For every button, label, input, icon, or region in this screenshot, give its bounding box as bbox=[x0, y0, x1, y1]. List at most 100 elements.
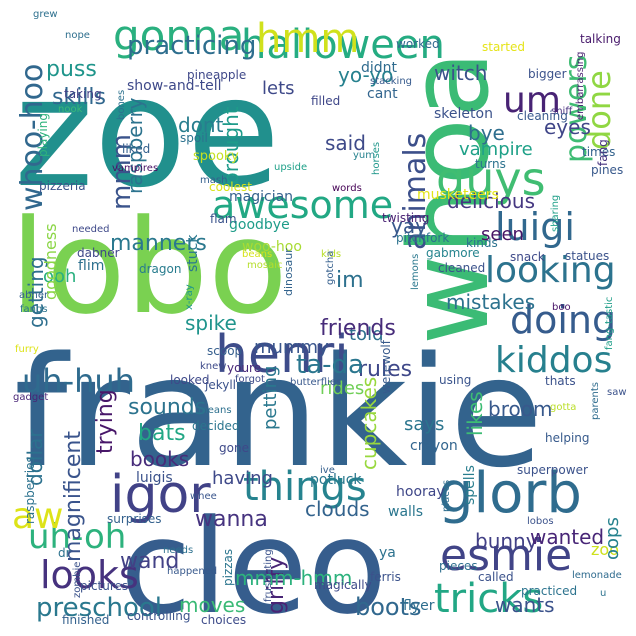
word-helping: helping bbox=[545, 431, 590, 445]
word-mmm: mmm bbox=[107, 134, 137, 210]
word-forgot: forgot bbox=[235, 374, 265, 385]
word-said: said bbox=[325, 131, 366, 155]
word-friends: friends bbox=[320, 316, 396, 341]
word-werewolf: werewolf bbox=[379, 339, 393, 394]
word-didnt: didnt bbox=[361, 60, 398, 76]
word-magician: magician bbox=[229, 189, 293, 205]
word-ooh: ooh bbox=[43, 266, 76, 287]
word-filled: filled bbox=[311, 94, 340, 108]
word-oops: oops bbox=[602, 517, 623, 560]
word-bye: bye bbox=[468, 121, 505, 145]
word-im: im bbox=[336, 268, 364, 293]
word-magically: magically bbox=[314, 578, 372, 592]
word-yo-yo: yo-yo bbox=[338, 63, 393, 87]
word-raspberry: raspberry bbox=[123, 97, 147, 194]
word-youre: youre bbox=[227, 361, 261, 375]
word-yay: yay bbox=[391, 214, 427, 238]
word-sounds: sounds bbox=[128, 395, 206, 420]
word-gone: gone bbox=[219, 441, 249, 455]
word-goodbye: goodbye bbox=[229, 217, 290, 233]
word-lemons: lemons bbox=[410, 254, 421, 290]
word-woo-hoo: woo-hoo bbox=[242, 239, 302, 255]
word-fangs: fangs bbox=[20, 304, 48, 315]
word-mash: mash bbox=[200, 175, 227, 186]
word-gadget: gadget bbox=[13, 392, 48, 403]
word-yum: yum bbox=[353, 150, 375, 161]
word-raspberries: raspberries bbox=[23, 456, 37, 524]
word-dont: dont bbox=[178, 113, 224, 137]
word-told: told bbox=[349, 324, 384, 345]
word-likes: likes bbox=[463, 391, 487, 436]
word-puss: puss bbox=[46, 57, 97, 82]
word-ive: ive bbox=[320, 465, 335, 476]
word-parents: parents bbox=[590, 382, 601, 420]
word-ta-da: ta-da bbox=[296, 350, 364, 380]
word-hmm: hmm bbox=[256, 16, 359, 62]
word-pizzas: pizzas bbox=[221, 549, 235, 586]
word-times: times bbox=[582, 145, 615, 159]
word-halloween: halloween bbox=[241, 22, 445, 68]
word-whoa: whoa bbox=[385, 51, 513, 345]
word-frustrating: frustrating bbox=[263, 549, 274, 602]
word-kids: kids bbox=[321, 249, 341, 260]
word-pineapple: pineapple bbox=[187, 68, 246, 82]
word-zombie: zombie bbox=[72, 562, 83, 598]
word-turns: turns bbox=[475, 157, 506, 171]
word-vampires: vampires bbox=[112, 163, 158, 174]
word-luigis: luigis bbox=[136, 470, 173, 486]
word-looks: looks bbox=[40, 553, 139, 597]
word-zoo: zoo bbox=[591, 540, 619, 559]
word-lobo: lobo bbox=[10, 191, 288, 343]
word-powers: powers bbox=[559, 55, 594, 163]
word-henri: henri bbox=[215, 325, 349, 385]
word-boo: boo bbox=[552, 302, 571, 313]
word-nook: nook bbox=[58, 104, 83, 115]
word-flyer: flyer bbox=[403, 598, 435, 614]
word-lobos: lobos bbox=[527, 516, 554, 527]
word-brought: brought bbox=[219, 106, 243, 185]
word-boots: boots bbox=[355, 593, 422, 621]
word-talking: talking bbox=[580, 32, 621, 46]
word-vampire: vampire bbox=[459, 139, 533, 160]
word-pitchfork: pitchfork bbox=[396, 231, 449, 245]
word-pieces: pieces bbox=[439, 559, 478, 573]
word-crayon: crayon bbox=[410, 438, 458, 454]
word-wanted: wanted bbox=[530, 525, 604, 549]
word-dr: dr bbox=[58, 546, 71, 560]
word-mmm-hmm: mmm-hmm bbox=[235, 566, 352, 590]
word-rules: rules bbox=[358, 357, 412, 382]
word-hooray: hooray bbox=[396, 484, 445, 500]
word-words: words bbox=[332, 183, 362, 194]
word-igor: igor bbox=[110, 465, 211, 525]
word-coolest: coolest bbox=[209, 180, 252, 194]
word-dollar: dollar bbox=[23, 429, 47, 486]
word-finished: finished bbox=[62, 613, 109, 627]
word-gabmore: gabmore bbox=[426, 246, 480, 260]
word-animals: animals bbox=[398, 133, 433, 250]
word-flim: flim bbox=[78, 258, 104, 274]
word-controlling: controlling bbox=[127, 609, 191, 623]
word-saw: saw bbox=[607, 387, 627, 398]
word-esmie: esmie bbox=[440, 530, 572, 581]
word-worked: worked bbox=[396, 37, 440, 51]
word-wanna: wanna bbox=[195, 507, 268, 532]
word-stacking: stacking bbox=[370, 76, 412, 87]
word-choices: choices bbox=[201, 613, 246, 627]
word-manners: manners bbox=[110, 231, 207, 256]
word-needs: needs bbox=[163, 545, 193, 556]
word-ferris: ferris bbox=[370, 570, 401, 584]
word-mummy: mummy bbox=[254, 337, 329, 358]
word-dinosaur: dinosaur bbox=[282, 248, 295, 296]
word-needed: needed bbox=[72, 224, 110, 235]
word-bones: bones bbox=[116, 90, 127, 120]
word-bigger: bigger bbox=[528, 67, 567, 81]
word-spooky: spooky bbox=[193, 149, 239, 164]
word-abner: abner bbox=[19, 290, 49, 301]
word-doing: doing bbox=[510, 298, 616, 342]
word-flam: flam bbox=[210, 212, 237, 226]
word-cant: cant bbox=[367, 86, 398, 102]
word-x-ray: x-ray bbox=[184, 284, 195, 310]
word-pines: pines bbox=[591, 163, 623, 177]
